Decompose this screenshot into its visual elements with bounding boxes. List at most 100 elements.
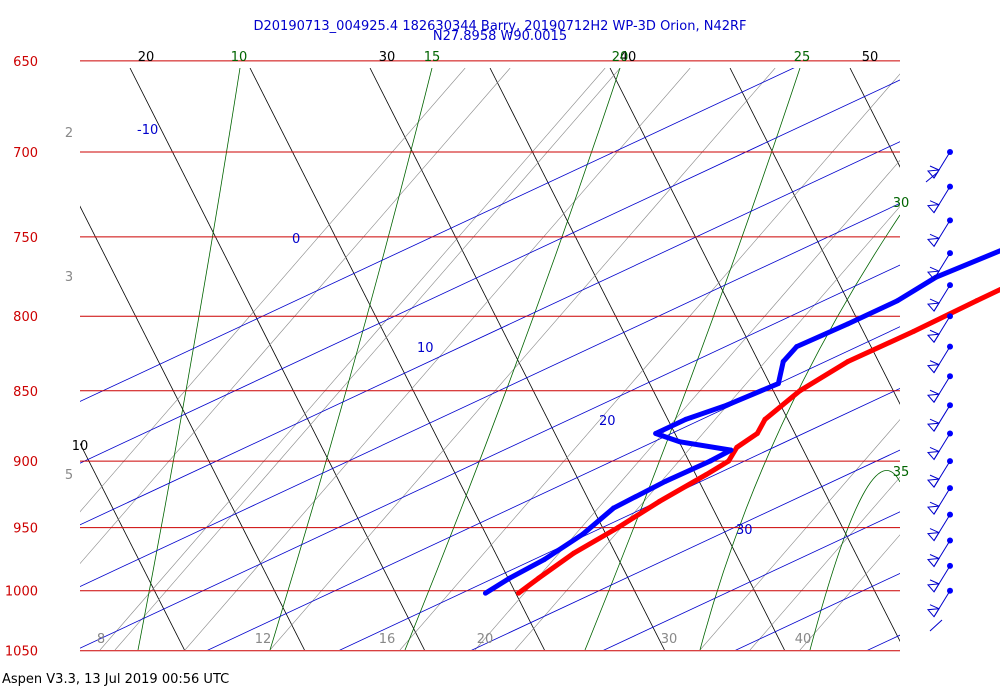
mixing-ratio-line bbox=[80, 68, 511, 565]
dry-adiabat-line bbox=[489, 68, 785, 650]
wind-barb-feather bbox=[929, 200, 940, 206]
wind-barb-pennant bbox=[926, 450, 940, 461]
temperature-point bbox=[762, 416, 768, 422]
wind-barb-pennant bbox=[926, 302, 940, 312]
wind-barb-pennant bbox=[926, 393, 940, 404]
wind-barb bbox=[926, 587, 953, 618]
isotherm-line bbox=[80, 79, 900, 464]
wind-barb bbox=[926, 511, 953, 542]
isotherm-line bbox=[735, 572, 900, 650]
dewpoint-point bbox=[677, 439, 683, 445]
wind-barb-pennant bbox=[926, 169, 940, 179]
dry-adiabat-line bbox=[80, 442, 185, 650]
dry-adiabat-line bbox=[80, 205, 305, 650]
wind-barb-feather bbox=[929, 554, 940, 559]
temperature-point bbox=[797, 388, 803, 394]
dewpoint-point bbox=[506, 575, 512, 581]
temperature-point bbox=[734, 444, 740, 450]
dewpoint-point bbox=[483, 590, 489, 596]
pressure-tick-label: 900 bbox=[13, 455, 38, 470]
wind-barb-feather bbox=[929, 389, 940, 395]
dewpoint-point bbox=[662, 478, 668, 484]
temperature-point bbox=[754, 430, 760, 436]
wind-barb bbox=[926, 373, 953, 404]
temperature-point bbox=[535, 575, 541, 581]
wind-barb bbox=[926, 430, 953, 461]
isotherm-line bbox=[80, 141, 900, 526]
mixing-ratio-line bbox=[749, 476, 900, 650]
temperature-point bbox=[974, 298, 980, 304]
wind-barb bbox=[926, 250, 953, 280]
isotherm-line bbox=[471, 449, 900, 650]
moist-adiabat-label: 10 bbox=[231, 50, 248, 65]
moist-adiabat-label: 25 bbox=[794, 50, 811, 65]
mixing-ratio-line bbox=[114, 68, 621, 650]
mixing-ratio-line bbox=[184, 68, 691, 650]
wind-barb-feather bbox=[929, 165, 940, 171]
wind-barb-feather bbox=[929, 360, 940, 366]
temperature-point bbox=[703, 472, 709, 478]
wind-barb-feather bbox=[929, 298, 940, 304]
mixing-ratio-line bbox=[269, 68, 776, 650]
temperature-point bbox=[845, 359, 851, 365]
pressure-tick-label: 750 bbox=[13, 231, 38, 246]
dewpoint-point bbox=[541, 557, 547, 563]
isotherm-line bbox=[339, 387, 900, 650]
dry-adiabat-line bbox=[729, 68, 900, 405]
pressure-tick-label: 700 bbox=[13, 146, 38, 161]
temperature-point bbox=[656, 498, 662, 504]
temperature-point bbox=[571, 550, 577, 556]
isotherm-label: 30 bbox=[736, 523, 753, 538]
wind-barb bbox=[926, 282, 953, 312]
wind-barb-feather bbox=[929, 329, 940, 335]
moist-adiabat-label: 20 bbox=[612, 50, 629, 65]
dry-adiabat-label: 50 bbox=[862, 50, 879, 65]
isotherm-line bbox=[80, 202, 900, 587]
dewpoint-point bbox=[794, 344, 800, 350]
wind-barb-feather bbox=[929, 501, 940, 507]
dewpoint-point bbox=[707, 458, 713, 464]
moist-adiabat-label: 35 bbox=[893, 465, 910, 480]
wind-barb bbox=[926, 183, 953, 214]
wind-barb bbox=[926, 149, 953, 179]
temperature-point bbox=[726, 458, 732, 464]
dewpoint-point bbox=[653, 430, 659, 436]
temperature-point bbox=[615, 525, 621, 531]
mixing-ratio-line bbox=[474, 159, 900, 650]
dry-adiabat-label: 40 bbox=[620, 50, 637, 65]
mixing-ratio-label: 3 bbox=[65, 270, 73, 285]
mixing-ratio-line bbox=[399, 73, 900, 650]
wind-barb-pennant bbox=[926, 204, 940, 214]
mixing-ratio-label: 12 bbox=[255, 632, 272, 647]
dewpoint-point bbox=[683, 416, 689, 422]
dewpoint-point bbox=[611, 505, 617, 511]
footer-timestamp: Aspen V3.3, 13 Jul 2019 00:56 UTC bbox=[2, 672, 230, 687]
isotherm-line bbox=[80, 264, 900, 649]
dry-adiabat-line bbox=[849, 68, 900, 168]
pressure-tick-label: 800 bbox=[13, 310, 38, 325]
wind-barb bbox=[926, 537, 953, 568]
dry-adiabat-label: 30 bbox=[379, 50, 396, 65]
dry-adiabat-line bbox=[129, 68, 425, 650]
wind-barb-feather bbox=[929, 418, 940, 424]
wind-barb-pennant bbox=[926, 583, 940, 593]
dewpoint-point bbox=[845, 321, 851, 327]
wind-barb-pennant bbox=[926, 333, 940, 344]
wind-barb-feather bbox=[929, 579, 940, 585]
moist-adiabat-line bbox=[809, 470, 900, 650]
wind-barb-pennant bbox=[926, 237, 940, 248]
wind-barb-feather bbox=[925, 171, 939, 183]
wind-barb-pennant bbox=[926, 557, 940, 568]
pressure-tick-label: 650 bbox=[13, 55, 38, 70]
chart-title-line1: D20190713_004925.4 182630344 Barry, 2019… bbox=[253, 19, 747, 34]
wind-barb-pennant bbox=[926, 532, 940, 542]
wind-barb-feather bbox=[929, 528, 940, 534]
wind-barb-feather bbox=[929, 266, 940, 272]
wind-barb-feather bbox=[929, 447, 940, 452]
isotherm-line bbox=[867, 634, 900, 650]
wind-barb-feather bbox=[929, 604, 940, 610]
mixing-ratio-label: 8 bbox=[97, 632, 105, 647]
dry-adiabat-line bbox=[249, 68, 545, 650]
wind-barb-feather bbox=[929, 619, 943, 632]
